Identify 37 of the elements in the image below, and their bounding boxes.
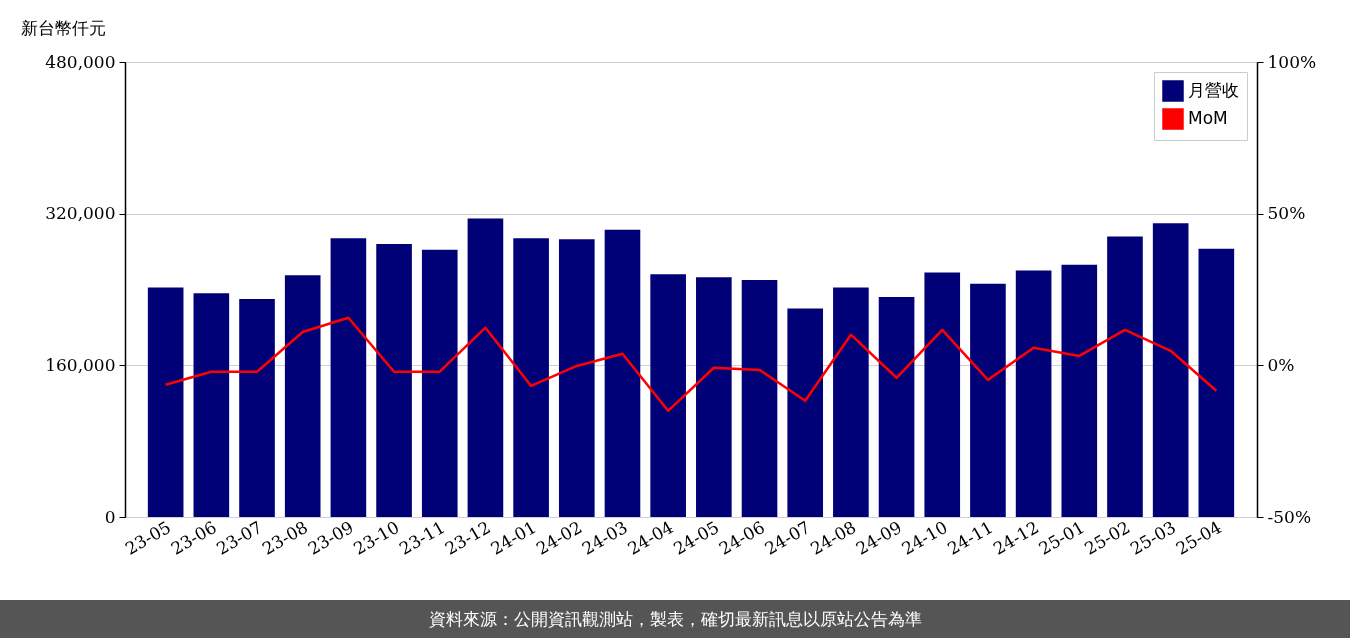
bar: [330, 238, 367, 517]
y2-tick-label: 100%: [1267, 51, 1317, 72]
bar: [1107, 236, 1143, 517]
bar: [650, 274, 686, 517]
bar: [513, 238, 549, 517]
bar: [421, 249, 458, 517]
y-tick-label: 0: [104, 506, 116, 527]
bar: [147, 287, 184, 517]
y-axis-title: 新台幣仟元: [20, 17, 106, 38]
bar: [924, 272, 961, 517]
y-tick-label: 320,000: [45, 203, 116, 224]
bar: [787, 308, 824, 517]
bar: [696, 277, 732, 517]
bar: [1152, 223, 1189, 517]
legend-label: MoM: [1188, 108, 1228, 128]
y2-tick-label: 50%: [1267, 203, 1306, 224]
bar: [558, 239, 595, 517]
bar: [376, 244, 412, 517]
bar: [878, 297, 915, 517]
bar: [1198, 248, 1235, 517]
y2-tick-label: 0%: [1267, 354, 1295, 375]
bar: [1015, 270, 1052, 517]
line-series: [164, 316, 1218, 413]
bar: [741, 280, 778, 517]
bar: [239, 298, 275, 517]
bar: [604, 229, 641, 517]
legend-label: 月營收: [1188, 80, 1239, 100]
bar: [284, 275, 321, 517]
bar: [193, 293, 230, 517]
bar: [467, 218, 504, 517]
bar: [1061, 264, 1098, 517]
bar: [970, 283, 1006, 517]
y-tick-label: 480,000: [45, 51, 116, 72]
bar: [833, 287, 869, 517]
source-note: 資料來源：公開資訊觀測站，製表，確切最新訊息以原站公告為準: [0, 600, 1350, 638]
y-tick-label: 160,000: [45, 354, 116, 375]
y2-tick-label: -50%: [1267, 506, 1312, 527]
